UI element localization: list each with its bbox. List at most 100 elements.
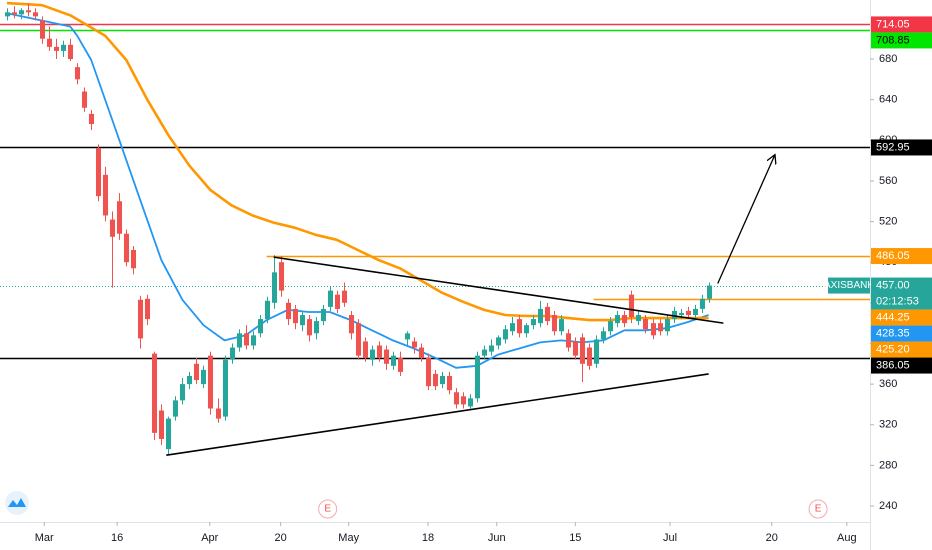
event-marker — [318, 499, 338, 519]
candle-body — [193, 363, 200, 381]
candle-body — [109, 219, 116, 237]
candle-body — [88, 113, 95, 125]
x-tick-label: 20 — [766, 532, 778, 544]
candle-body — [369, 349, 376, 360]
price-label-bg — [871, 357, 932, 374]
y-tick-label: 280 — [879, 459, 897, 471]
candle-body — [18, 10, 25, 15]
candle-body — [179, 384, 186, 401]
price-label-bg — [871, 341, 932, 358]
x-tick-label: Jul — [663, 532, 677, 544]
candle-body — [474, 355, 481, 399]
y-tick-label: 520 — [879, 215, 897, 227]
candle-body — [81, 91, 88, 108]
candle-body — [299, 315, 306, 326]
candle-body — [586, 347, 593, 366]
candle-body — [207, 355, 214, 409]
candle-body — [678, 312, 685, 316]
candle-body — [699, 298, 706, 309]
candle-body — [558, 319, 565, 332]
candle-body — [481, 349, 488, 356]
candle-body — [467, 398, 474, 407]
candle-body — [236, 333, 243, 348]
y-tick-label: 640 — [879, 94, 897, 106]
candle-body — [334, 294, 341, 309]
price-label: 592.95 — [876, 141, 910, 153]
candle-body — [250, 335, 257, 346]
price-label: 457.00 — [876, 279, 910, 291]
event-marker — [808, 499, 828, 519]
price-label-bg — [871, 277, 932, 310]
y-tick-label: 560 — [879, 175, 897, 187]
candle-body — [165, 418, 172, 450]
candle-body — [229, 347, 236, 360]
candle-body — [593, 339, 600, 364]
logo[interactable] — [5, 491, 29, 515]
candle-body — [4, 12, 11, 17]
candle-body — [46, 38, 53, 47]
candle-body — [25, 10, 32, 13]
event-label: E — [815, 504, 822, 515]
y-tick-label: 360 — [879, 378, 897, 390]
candle-body — [257, 319, 264, 334]
candle-body — [404, 333, 411, 340]
candle-body — [621, 315, 628, 324]
candle-body — [376, 345, 383, 358]
candle-body — [200, 369, 207, 385]
candle-body — [327, 290, 334, 307]
candle-body — [425, 357, 432, 387]
price-label-bg — [871, 248, 932, 265]
candle-body — [516, 319, 523, 334]
candle-body — [650, 323, 657, 336]
price-label: 444.25 — [876, 311, 910, 323]
candle-body — [607, 321, 614, 332]
candle-body — [102, 174, 109, 216]
candle-body — [172, 400, 179, 417]
candle-body — [215, 408, 222, 419]
candle-body — [488, 345, 495, 352]
countdown: 02:12:53 — [876, 295, 919, 307]
price-label: 428.35 — [876, 327, 910, 339]
candle-body — [432, 373, 439, 387]
candle-body — [222, 359, 229, 417]
candle-body — [509, 323, 516, 332]
candle-body — [362, 341, 369, 358]
candle-body — [243, 333, 250, 346]
candle-body — [32, 12, 39, 17]
candle-body — [460, 396, 467, 405]
candle-body — [137, 299, 144, 339]
plot-area — [0, 1, 870, 456]
candle-body — [692, 308, 699, 316]
candle-body — [95, 148, 102, 197]
price-label-bg — [871, 325, 932, 342]
price-label: 386.05 — [876, 359, 910, 371]
price-label: 708.85 — [876, 34, 910, 46]
candle-body — [642, 319, 649, 330]
candle-body — [446, 375, 453, 391]
candle-body — [635, 315, 642, 322]
candle-body — [390, 355, 397, 366]
candle-body — [158, 410, 165, 439]
candle-body — [685, 310, 692, 316]
candle-body — [123, 233, 130, 263]
price-label: 714.05 — [876, 18, 910, 30]
candle-body — [523, 325, 530, 334]
candle-body — [278, 262, 285, 291]
price-label-bg — [871, 139, 932, 156]
event-label: E — [324, 504, 331, 515]
price-label: 486.05 — [876, 250, 910, 262]
price-label-bg — [871, 309, 932, 326]
logo-bg[interactable] — [5, 491, 29, 515]
candle-body — [439, 375, 446, 385]
logo-mark[interactable] — [8, 498, 26, 507]
candle-body — [565, 333, 572, 348]
candle-body — [53, 46, 60, 51]
trendline — [166, 373, 709, 456]
x-tick-label: 16 — [111, 532, 123, 544]
candle-body — [348, 315, 355, 334]
candle-body — [551, 315, 558, 332]
x-tick-label: 18 — [422, 532, 434, 544]
candle-body — [664, 319, 671, 332]
x-tick-label: Apr — [201, 532, 218, 544]
